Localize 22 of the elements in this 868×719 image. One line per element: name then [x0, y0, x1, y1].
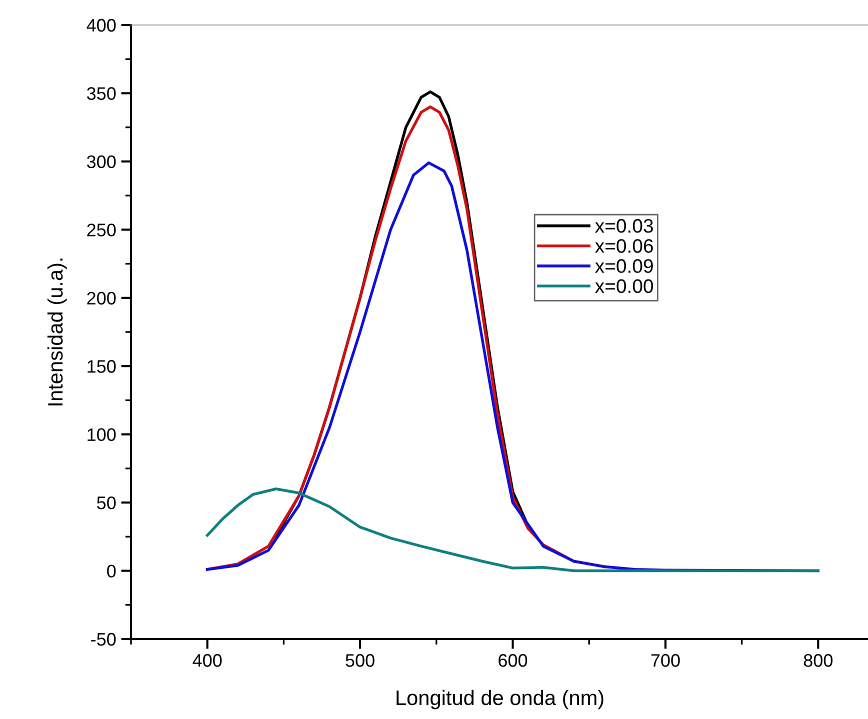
x-axis-title: Longitud de onda (nm) — [396, 690, 604, 710]
x-tick-label: 600 — [498, 654, 528, 667]
y-tick-label: -50 — [91, 632, 116, 646]
x-tick-label: 800 — [804, 654, 833, 667]
y-tick-label: 400 — [86, 18, 116, 32]
legend-label: x=0.06 — [595, 239, 653, 253]
y-tick-label: 250 — [87, 224, 116, 236]
y-tick-label: 150 — [88, 360, 116, 373]
x-tick-label: 500 — [346, 654, 374, 667]
legend-label: x=0.09 — [595, 259, 653, 273]
line-series — [206, 488, 820, 572]
y-tick-label: 300 — [86, 155, 116, 168]
y-tick-label: 0 — [107, 564, 116, 578]
legend-label: x=0.00 — [595, 279, 654, 294]
y-tick-label: 100 — [88, 428, 116, 442]
y-axis-title: Intensidad (u.a). — [47, 258, 67, 406]
y-tick-label: 200 — [87, 292, 116, 305]
y-tick-label: 50 — [97, 496, 116, 510]
x-tick-label: 700 — [651, 654, 680, 667]
x-tick-label: 400 — [192, 654, 222, 667]
y-tick-label: 350 — [86, 87, 116, 100]
legend-label: x=0.03 — [595, 219, 653, 233]
